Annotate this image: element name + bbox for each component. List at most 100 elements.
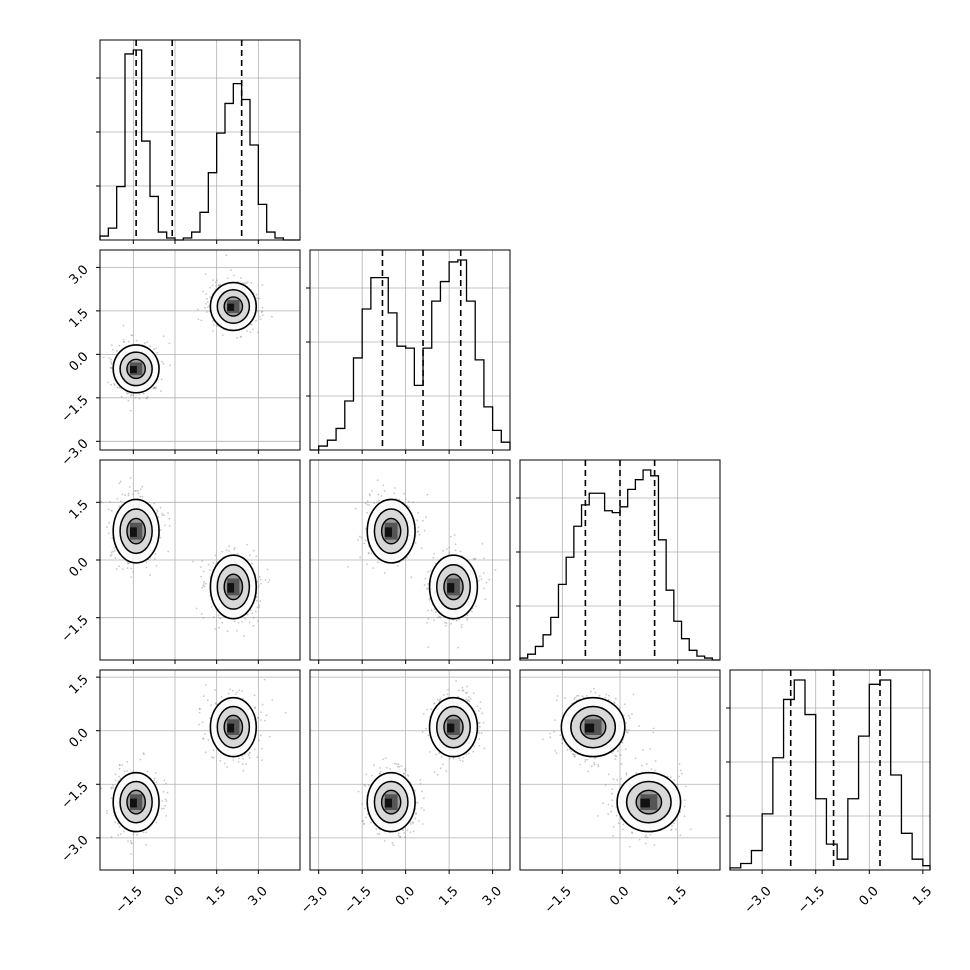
scatter-point: [467, 698, 470, 701]
scatter-point: [426, 493, 429, 496]
scatter-point: [251, 612, 254, 615]
scatter-point: [198, 723, 201, 726]
x-tick-label-x0: 3.0: [246, 884, 271, 909]
scatter-point: [481, 542, 484, 545]
scatter-point: [230, 269, 232, 271]
scatter-point: [482, 572, 485, 574]
scatter-point: [376, 561, 379, 564]
scatter-point: [110, 358, 113, 361]
x-tick-label-x1: 3.0: [480, 884, 505, 909]
scatter-point: [483, 557, 485, 560]
scatter-point: [123, 341, 126, 343]
scatter-point: [114, 773, 117, 776]
scatter-point: [153, 387, 155, 389]
scatter-point: [631, 713, 633, 716]
scatter-point: [217, 614, 220, 617]
scatter-point: [212, 749, 215, 752]
scatter-point: [425, 516, 427, 519]
scatter-point: [376, 833, 379, 835]
scatter-point: [412, 830, 415, 833]
scatter-point: [368, 504, 370, 506]
scatter-point: [369, 494, 372, 497]
scatter-point: [373, 764, 375, 767]
scatter-point: [205, 303, 207, 305]
scatter-point: [260, 711, 262, 713]
scatter-point: [106, 812, 108, 815]
scatter-point: [207, 563, 210, 566]
scatter-point: [683, 799, 686, 801]
scatter-point: [611, 805, 614, 807]
density-peak: [384, 798, 392, 808]
scatter-point: [238, 689, 241, 691]
scatter-point: [416, 531, 419, 533]
scatter-point: [198, 711, 201, 714]
scatter-point: [260, 719, 262, 721]
scatter-point: [420, 807, 423, 809]
scatter-point: [252, 549, 255, 552]
scatter-point: [263, 678, 266, 681]
scatter-point: [154, 772, 157, 774]
scatter-point: [652, 731, 655, 734]
scatter-point: [642, 749, 644, 751]
scatter-point: [118, 767, 121, 770]
scatter-point: [202, 570, 205, 573]
scatter-point: [145, 831, 148, 834]
scatter-point: [483, 587, 485, 590]
scatter-point: [266, 568, 269, 571]
scatter-point: [161, 800, 164, 802]
scatter-point: [106, 526, 108, 528]
scatter-point: [162, 362, 165, 365]
scatter-point: [118, 825, 121, 828]
scatter-point: [259, 578, 262, 581]
scatter-point: [243, 635, 245, 638]
scatter-point: [237, 761, 240, 763]
scatter-point: [122, 341, 125, 343]
scatter-point: [392, 844, 395, 847]
scatter-point: [233, 274, 236, 277]
scatter-point: [638, 725, 641, 727]
scatter-point: [204, 733, 206, 735]
scatter-point: [120, 395, 123, 398]
scatter-point: [116, 498, 119, 500]
scatter-point: [454, 543, 457, 546]
panel-3-1: −3.0 −1.5 0.0 1.5 3.0: [298, 669, 511, 917]
scatter-point: [436, 773, 439, 776]
scatter-point: [226, 630, 229, 633]
scatter-point: [215, 285, 218, 287]
scatter-point: [396, 765, 399, 768]
scatter-point: [383, 572, 386, 574]
scatter-point: [362, 820, 365, 822]
scatter-point: [155, 508, 158, 511]
panels-group: −3.0−1.50.01.53.0−1.50.01.5−3.0−1.50.01.…: [59, 39, 935, 917]
scatter-point: [396, 565, 399, 567]
density-peak: [384, 527, 392, 537]
x-tick-label-x1: 0.0: [393, 884, 418, 909]
scatter-point: [201, 721, 204, 724]
scatter-point: [393, 492, 396, 494]
scatter-point: [380, 495, 383, 497]
scatter-point: [427, 609, 429, 612]
scatter-point: [257, 584, 260, 587]
scatter-point: [232, 759, 235, 761]
scatter-point: [258, 739, 260, 742]
density-peak: [227, 583, 235, 593]
scatter-point: [119, 500, 122, 503]
scatter-point: [161, 807, 163, 810]
scatter-point: [122, 338, 125, 341]
scatter-point: [397, 763, 400, 766]
scatter-point: [259, 315, 261, 318]
scatter-point: [110, 509, 113, 512]
scatter-point: [143, 342, 146, 344]
scatter-point: [126, 567, 129, 570]
scatter-point: [483, 747, 486, 750]
scatter-point: [447, 688, 449, 691]
scatter-point: [445, 622, 448, 625]
scatter-point: [397, 834, 400, 837]
scatter-point: [372, 567, 375, 569]
density-peak: [130, 365, 137, 374]
scatter-point: [256, 620, 259, 622]
scatter-point: [404, 768, 406, 771]
scatter-point: [113, 383, 115, 385]
scatter-point: [257, 310, 260, 313]
scatter-point: [433, 771, 436, 773]
